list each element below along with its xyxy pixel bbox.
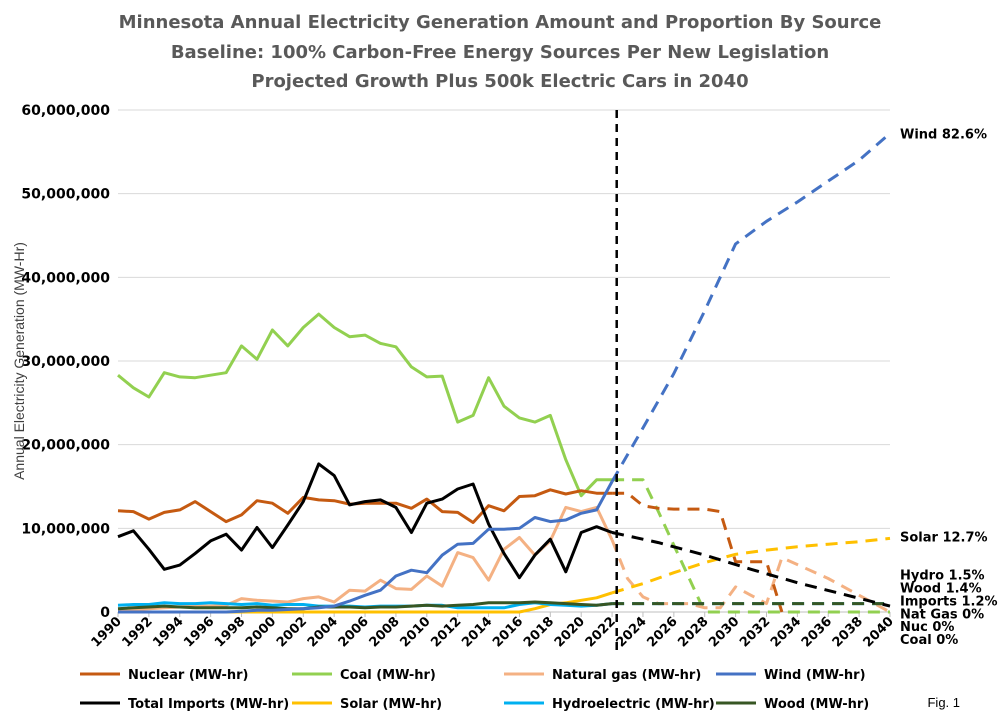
legend-entry-nuclear: Nuclear (MW-hr) [128, 668, 248, 683]
end-label: Nat Gas 0% [900, 608, 984, 623]
end-label: Hydro 1.5% [900, 568, 985, 583]
x-tick-label: 2010 [397, 614, 433, 650]
figure-label: Fig. 1 [927, 695, 960, 710]
end-label: Coal 0% [900, 633, 958, 648]
x-tick-label: 2002 [274, 614, 310, 650]
legend-entry-solar: Solar (MW-hr) [340, 697, 442, 712]
x-tick-label: 2006 [336, 614, 372, 650]
y-tick-label: 10,000,000 [21, 521, 110, 537]
x-tick-label: 2032 [737, 614, 773, 650]
x-tick-label: 2026 [644, 614, 680, 650]
x-tick-label: 2014 [459, 614, 495, 650]
x-tick-label: 1994 [150, 614, 186, 650]
series-line-nuclear [117, 488, 613, 524]
x-tick-label: 2022 [583, 614, 619, 650]
y-axis-label: Annual Electricity Generation (MW-Hr) [11, 242, 27, 480]
end-label: Solar 12.7% [900, 531, 988, 546]
x-tick-label: 1992 [120, 614, 156, 650]
end-label: Wind 82.6% [900, 127, 987, 142]
y-tick-label: 50,000,000 [21, 187, 110, 203]
legend-entry-coal: Coal (MW-hr) [340, 668, 436, 683]
y-tick-label: 20,000,000 [21, 438, 110, 454]
x-tick-label: 2012 [428, 614, 464, 650]
projected-line-natural_gas [610, 539, 891, 614]
x-tick-label: 2038 [830, 614, 866, 650]
legend-entry-wind: Wind (MW-hr) [764, 668, 866, 683]
x-tick-label: 2016 [490, 614, 526, 650]
x-tick-label: 2008 [367, 614, 403, 650]
x-tick-label: 2036 [799, 614, 835, 650]
x-tick-label: 2018 [521, 614, 557, 650]
x-tick-label: 2024 [614, 614, 650, 650]
chart-title-line-3: Projected Growth Plus 500k Electric Cars… [251, 71, 749, 92]
x-tick-label: 2000 [243, 614, 279, 650]
x-tick-label: 2028 [675, 614, 711, 650]
y-tick-label: 30,000,000 [21, 354, 110, 370]
series-line-wood [117, 600, 613, 611]
legend-entry-imports: Total Imports (MW-hr) [128, 697, 289, 712]
legend-entry-wood: Wood (MW-hr) [764, 697, 869, 712]
series-line-coal [117, 312, 613, 498]
x-tick-label: 2030 [706, 614, 742, 650]
projected-line-solar [611, 536, 891, 595]
projected-line-coal [612, 478, 890, 614]
projected-line-imports [611, 531, 891, 608]
series-line-imports [117, 462, 613, 580]
x-tick-label: 2034 [768, 614, 804, 650]
x-tick-label: 1998 [212, 614, 248, 650]
y-tick-label: 40,000,000 [21, 270, 110, 286]
y-tick-label: 60,000,000 [21, 103, 110, 119]
x-tick-label: 2004 [305, 614, 341, 650]
end-label: Wood 1.4% [900, 582, 982, 597]
series-line-wind [118, 480, 614, 614]
projected-line-nuclear [612, 491, 784, 613]
end-label: Nuc 0% [900, 620, 954, 635]
end-label: Imports 1.2% [900, 594, 998, 609]
series-line-natural_gas [117, 505, 614, 612]
legend-entry-hydro: Hydroelectric (MW-hr) [552, 697, 715, 712]
x-tick-label: 2020 [552, 614, 588, 650]
chart-title-line-2: Baseline: 100% Carbon-Free Energy Source… [170, 42, 830, 63]
x-tick-label: 2040 [861, 614, 897, 650]
y-tick-label: 0 [100, 605, 110, 621]
chart-title-line-1: Minnesota Annual Electricity Generation … [118, 12, 882, 33]
legend-entry-natural_gas: Natural gas (MW-hr) [552, 668, 701, 683]
x-tick-label: 1996 [181, 614, 217, 650]
projected-line-wind [610, 132, 891, 483]
